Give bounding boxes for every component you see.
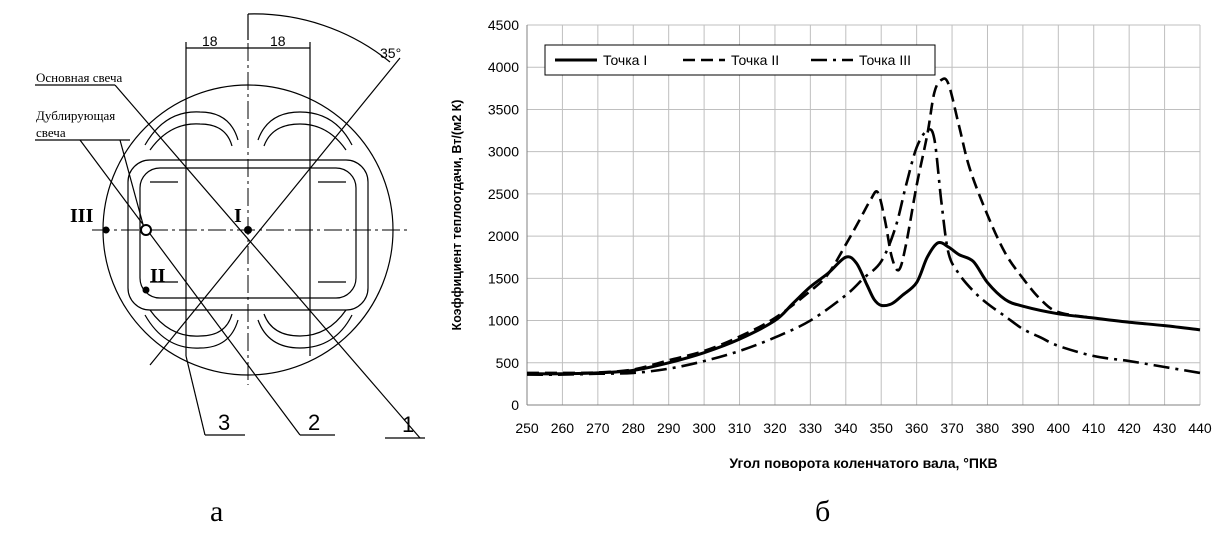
legend-box	[544, 44, 936, 76]
backup-plug-label-1: Дублирующая	[36, 108, 115, 123]
heat-transfer-chart: 0 500 1000 1500 2000 2500 3000 3500 4000 4500 250…	[450, 17, 1212, 471]
leader-3-label: 3	[218, 410, 230, 435]
x-tick-label: 300	[692, 420, 716, 436]
valve-pocket-tl	[144, 111, 239, 146]
x-tick-label: 330	[799, 420, 823, 436]
x-tick-label: 340	[834, 420, 858, 436]
diagonal-35deg	[149, 57, 401, 366]
x-tick-label: 310	[728, 420, 752, 436]
y-tick-label: 3500	[488, 101, 519, 117]
valve-pocket-br-inner	[263, 309, 347, 337]
y-tick-label: 0	[511, 397, 519, 413]
backup-plug-leader	[119, 139, 145, 229]
valve-pocket-tr-inner	[263, 123, 347, 151]
x-tick-label: 260	[551, 420, 575, 436]
y-tick-label: 4000	[488, 59, 519, 75]
x-tick-label: 290	[657, 420, 681, 436]
x-tick-label: 280	[622, 420, 646, 436]
series-line-3	[526, 128, 1201, 376]
heat-transfer-chart-panel: 0 500 1000 1500 2000 2500 3000 3500 4000 4500 250…	[445, 0, 1225, 547]
legend-label-3: Точка III	[859, 52, 911, 68]
x-tick-label: 270	[586, 420, 610, 436]
point-III-marker	[102, 226, 110, 234]
leader-3-line	[185, 355, 206, 436]
valve-pocket-tr	[257, 111, 353, 146]
y-tick-label: 1500	[488, 270, 519, 286]
valve-pocket-bl-inner	[149, 309, 233, 337]
y-tick-label: 4500	[488, 17, 519, 33]
series-lines	[526, 77, 1201, 376]
y-tick-label: 500	[496, 355, 520, 371]
x-tick-label: 410	[1082, 420, 1106, 436]
y-tick-label: 2000	[488, 228, 519, 244]
series-line-1	[526, 240, 1201, 376]
legend-label-1: Точка I	[603, 52, 647, 68]
y-tick-label: 3000	[488, 144, 519, 160]
angle-arc	[247, 13, 391, 63]
x-tick-label: 350	[870, 420, 894, 436]
valve-pocket-tl-inner	[149, 123, 233, 151]
legend-label-2: Точка II	[731, 52, 779, 68]
point-II-marker	[142, 286, 150, 294]
valve-pocket-br	[257, 314, 353, 349]
x-tick-label: 400	[1047, 420, 1071, 436]
x-tick-label: 440	[1188, 420, 1212, 436]
x-tick-label: 430	[1153, 420, 1177, 436]
dim-left-label: 18	[202, 33, 218, 49]
x-tick-label: 390	[1011, 420, 1035, 436]
y-axis-label: Коэффициент теплоотдачи, Вт/(м2 К)	[450, 100, 464, 331]
dim-right-label: 18	[270, 33, 286, 49]
grid	[526, 24, 1201, 406]
x-tick-label: 420	[1117, 420, 1141, 436]
x-axis-label: Угол поворота коленчатого вала, °ПКВ	[729, 455, 997, 471]
x-tick-label: 320	[763, 420, 787, 436]
x-tick-label: 370	[940, 420, 964, 436]
x-tick-label: 250	[515, 420, 539, 436]
leader-1-line	[114, 84, 421, 439]
point-III-label: III	[70, 205, 94, 227]
x-tick-labels: 250 260 270 280 290 300 310 320 330 340 350 360 370 3…	[515, 420, 1212, 436]
legend: Точка I Точка II Точка III	[544, 44, 936, 76]
leader-2-line	[79, 139, 301, 436]
backup-plug-label-2: свеча	[36, 125, 66, 140]
leader-2-label: 2	[308, 410, 320, 435]
point-I-label: I	[234, 205, 242, 227]
x-tick-label: 380	[976, 420, 1000, 436]
main-plug-label: Основная свеча	[36, 70, 123, 85]
point-II-label: II	[150, 265, 166, 287]
angle-label: 35°	[380, 45, 401, 61]
series-line-2	[526, 77, 1094, 375]
piston-drawing: 18 18 35° Основная свеча Дублирующая све…	[35, 13, 425, 439]
y-tick-label: 2500	[488, 186, 519, 202]
caption-b: б	[815, 495, 831, 528]
point-I-marker	[244, 226, 252, 234]
valve-pocket-bl	[144, 314, 239, 349]
caption-a: а	[210, 495, 224, 528]
x-tick-label: 360	[905, 420, 929, 436]
leader-1-label: 1	[402, 412, 414, 437]
y-tick-label: 1000	[488, 313, 519, 329]
piston-drawing-panel: 18 18 35° Основная свеча Дублирующая све…	[0, 0, 445, 547]
point-backup-plug-marker	[140, 224, 152, 236]
y-tick-labels: 0 500 1000 1500 2000 2500 3000 3500 4000 4500	[488, 17, 519, 413]
